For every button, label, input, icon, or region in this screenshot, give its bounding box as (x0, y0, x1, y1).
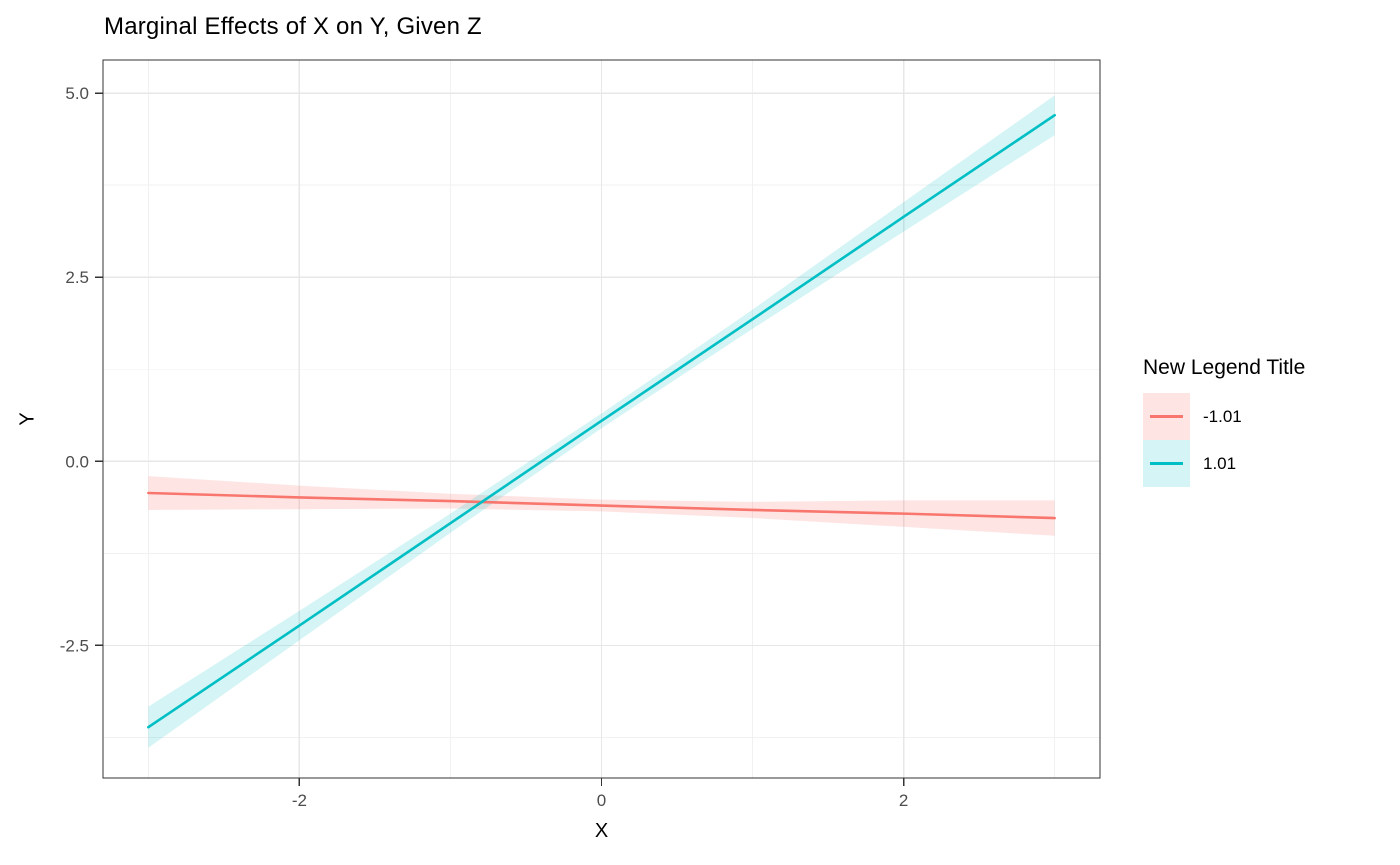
legend-entry: -1.01 (1143, 393, 1305, 440)
effect-line-101 (147, 113, 1056, 729)
x-tick-label: 2 (899, 791, 908, 810)
x-axis-title: X (594, 820, 609, 842)
legend-key-swatch (1143, 393, 1190, 440)
x-tick-label: -2 (292, 791, 307, 810)
y-tick-label: 2.5 (65, 268, 89, 287)
y-tick-label: 0.0 (65, 452, 89, 471)
legend: New Legend Title -1.01 1.01 (1143, 356, 1305, 487)
y-axis-title: Y (16, 412, 39, 426)
legend-key-swatch (1143, 440, 1190, 487)
x-tick-label: 0 (597, 791, 606, 810)
y-tick-label: 5.0 (65, 84, 89, 103)
effect-line-101 (147, 491, 1056, 520)
legend-key-line (1150, 462, 1183, 465)
legend-title: New Legend Title (1143, 356, 1306, 379)
y-tick-label: -2.5 (60, 636, 89, 655)
legend-entries: -1.01 1.01 (1143, 393, 1305, 487)
legend-key-line (1150, 415, 1183, 418)
legend-entry: 1.01 (1143, 440, 1305, 487)
legend-label: -1.01 (1203, 406, 1242, 426)
chart-title: Marginal Effects of X on Y, Given Z (104, 13, 482, 40)
legend-label: 1.01 (1203, 453, 1237, 473)
